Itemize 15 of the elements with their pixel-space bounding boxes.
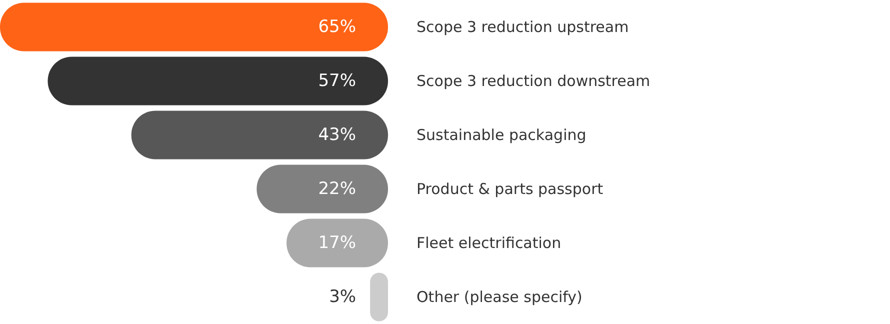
- y-tick-label: Product & parts passport: [416, 180, 604, 198]
- bar: [131, 110, 388, 160]
- data-label: 65%: [318, 17, 356, 37]
- y-tick-label: Scope 3 reduction downstream: [416, 72, 650, 90]
- y-tick-label: Scope 3 reduction upstream: [416, 18, 629, 36]
- data-label: 57%: [318, 71, 356, 91]
- data-label: 3%: [329, 287, 356, 307]
- y-tick-label: Sustainable packaging: [416, 126, 586, 144]
- data-label: 22%: [318, 179, 356, 199]
- y-tick-label: Other (please specify): [416, 288, 582, 306]
- data-label: 43%: [318, 125, 356, 145]
- bar: [48, 56, 388, 106]
- data-label: 17%: [318, 233, 356, 253]
- y-tick-label: Fleet electrification: [416, 234, 562, 252]
- bar: [0, 2, 388, 52]
